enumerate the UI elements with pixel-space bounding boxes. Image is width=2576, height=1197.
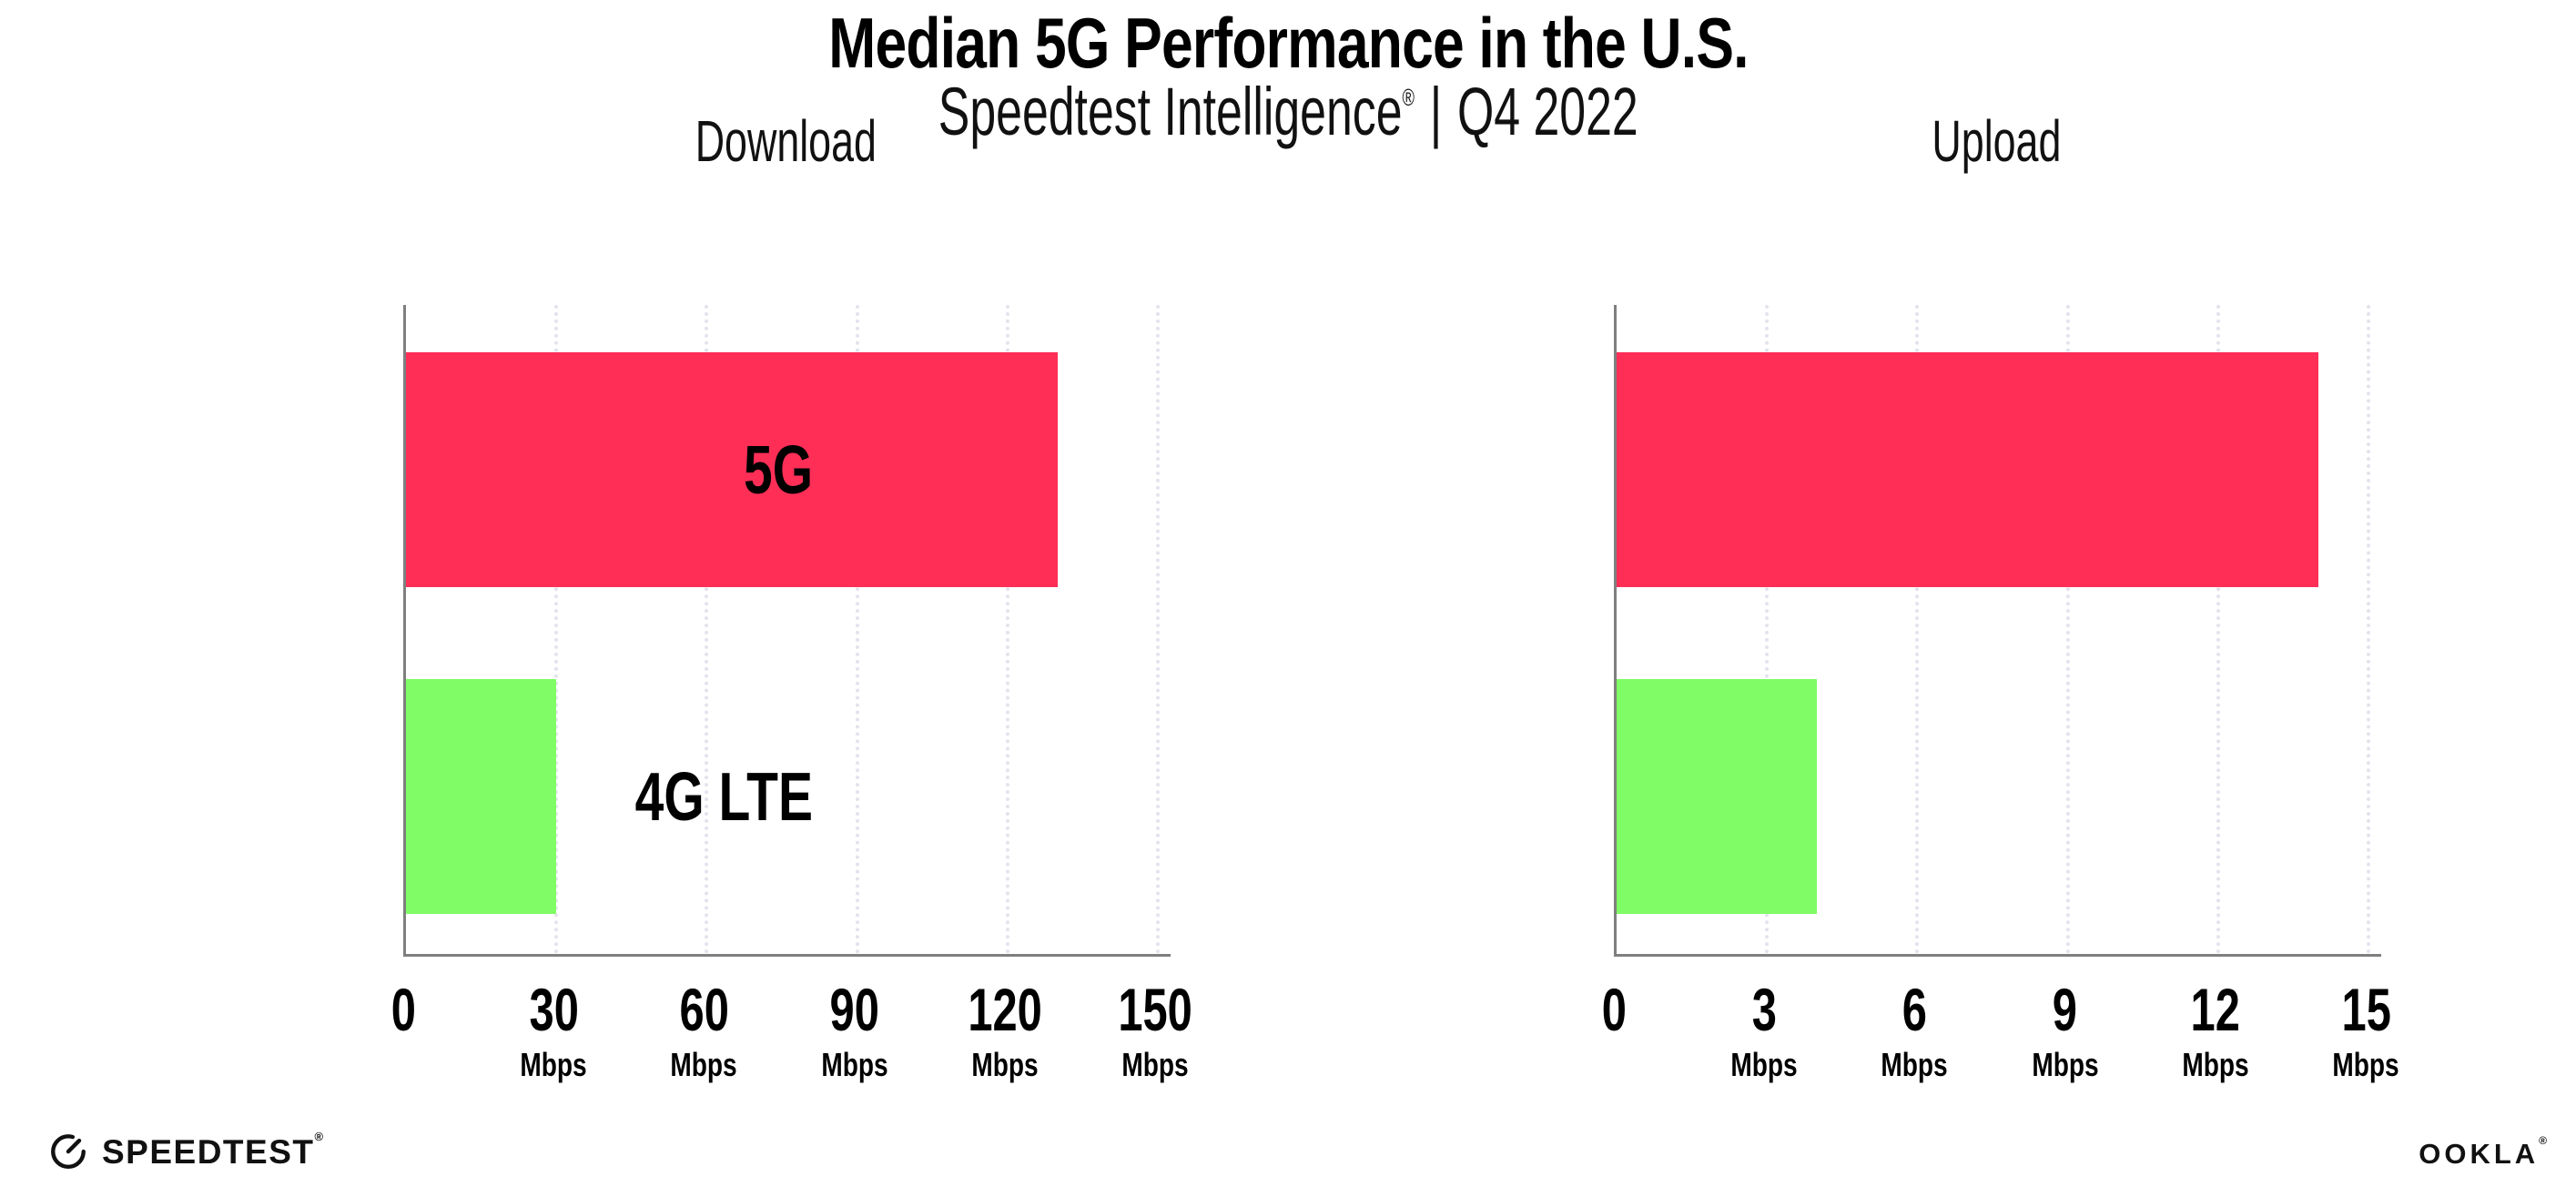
x-tick-120: 120 Mbps xyxy=(968,976,1042,1083)
bar-4g-lte xyxy=(1617,679,1818,914)
upload-plot-area xyxy=(1614,305,2381,957)
download-plot-area xyxy=(403,305,1171,957)
gridline xyxy=(855,305,859,954)
x-tick-15: 15 Mbps xyxy=(2332,976,2399,1083)
gridline xyxy=(1005,305,1009,954)
x-tick-3: 3 Mbps xyxy=(1730,976,1798,1083)
subtitle-separator: | xyxy=(1429,74,1442,149)
chart-title-upload: Upload xyxy=(1932,108,2061,174)
x-tick-12: 12 Mbps xyxy=(2182,976,2249,1083)
page-title: Median 5G Performance in the U.S. xyxy=(0,2,2576,85)
gridline xyxy=(705,305,709,954)
upload-chart: Upload 5G 4G LTE 0 3 Mbps 6 Mbps 9 Mbps 12 Mbps 15… xyxy=(635,0,2399,1197)
x-tick-150: 150 Mbps xyxy=(1118,976,1192,1083)
x-tick-0: 0 xyxy=(390,976,416,1043)
x-tick-6: 6 Mbps xyxy=(1881,976,1949,1083)
gridline xyxy=(1765,305,1770,954)
bar-5g xyxy=(406,352,1059,587)
gridline xyxy=(2367,305,2371,954)
registered-mark: ® xyxy=(314,1129,324,1143)
gridline xyxy=(554,305,559,954)
x-tick-9: 9 Mbps xyxy=(2032,976,2099,1083)
registered-mark: ® xyxy=(2539,1133,2547,1147)
gridline xyxy=(1156,305,1161,954)
gridline xyxy=(2065,305,2070,954)
ookla-wordmark: OOKLA xyxy=(2419,1138,2540,1170)
registered-mark: ® xyxy=(1402,84,1415,112)
x-tick-30: 30 Mbps xyxy=(520,976,587,1083)
x-tick-90: 90 Mbps xyxy=(821,976,888,1083)
page-subtitle: Speedtest Intelligence® | Q4 2022 xyxy=(0,73,2576,150)
ookla-logo: OOKLA® xyxy=(2419,1135,2547,1170)
page-title-text: Median 5G Performance in the U.S. xyxy=(827,3,1749,83)
category-label-4g-lte: 4G LTE xyxy=(634,758,813,835)
x-tick-60: 60 Mbps xyxy=(670,976,738,1083)
speedtest-gauge-icon xyxy=(47,1129,89,1175)
speedtest-logo: SPEEDTEST® xyxy=(47,1129,323,1175)
gridline xyxy=(1915,305,1920,954)
subtitle-brand: Speedtest Intelligence xyxy=(938,74,1403,149)
bar-5g xyxy=(1617,352,2319,587)
subtitle-period: Q4 2022 xyxy=(1456,74,1638,149)
bar-4g-lte xyxy=(406,679,557,914)
gridline xyxy=(2216,305,2220,954)
category-label-5g: 5G xyxy=(743,431,813,508)
speedtest-wordmark: SPEEDTEST® xyxy=(102,1129,324,1171)
chart-title-download: Download xyxy=(695,108,877,174)
x-tick-0: 0 xyxy=(1601,976,1627,1043)
